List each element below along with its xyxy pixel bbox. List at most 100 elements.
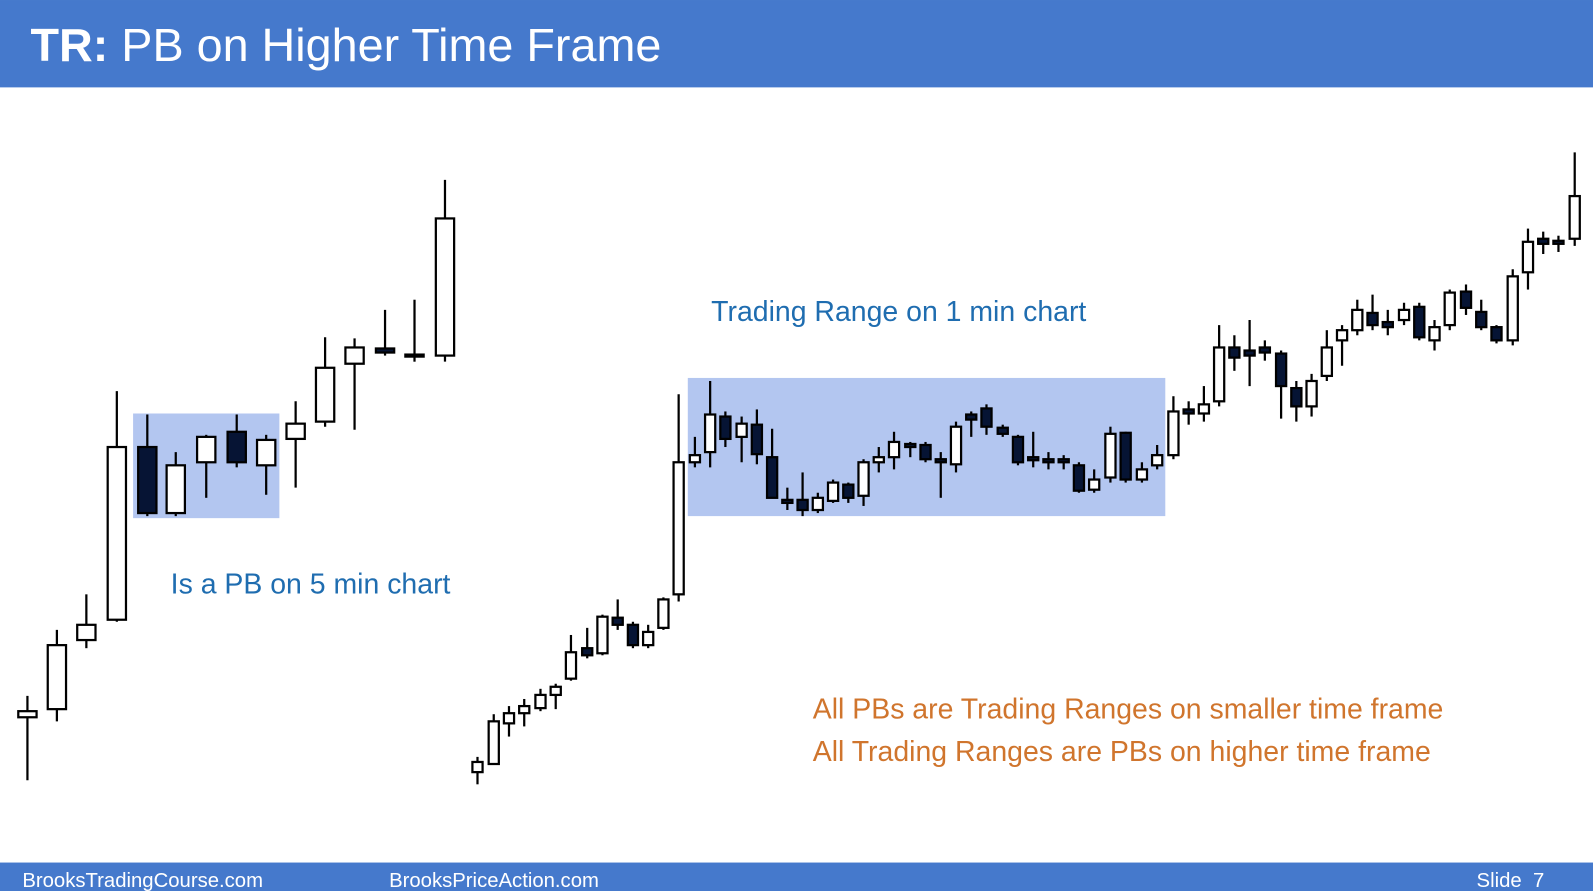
left-chart-label: Is a PB on 5 min chart (171, 568, 451, 600)
candle-body (226, 430, 247, 464)
candle-body (672, 461, 685, 596)
candle-body (750, 423, 764, 456)
candle-body (1335, 329, 1349, 342)
candle-body (1042, 458, 1055, 464)
header-bar (0, 0, 1593, 88)
candle-body (1167, 410, 1180, 457)
candle-body (255, 438, 277, 467)
candle-body (904, 442, 917, 449)
candle-body (842, 483, 855, 499)
candle-body (137, 445, 158, 515)
candle-body (1366, 311, 1379, 327)
title-text: PB on Higher Time Frame (121, 19, 661, 71)
candle-body (404, 353, 425, 358)
candle-body (1521, 240, 1535, 274)
candle-body (765, 456, 779, 499)
candle-body (949, 425, 963, 466)
candle-body (1351, 308, 1364, 332)
candle-body (934, 458, 947, 464)
candle-body (919, 443, 932, 461)
candle-body (1212, 346, 1226, 403)
right-chart-label: Trading Range on 1 min chart (711, 296, 1086, 328)
candle-body (581, 647, 594, 657)
candle-body (641, 630, 655, 647)
candle-body (688, 454, 702, 464)
candle-body (1443, 291, 1456, 327)
candle-body (344, 346, 365, 365)
candle-body (534, 693, 547, 710)
candle-body (1552, 239, 1565, 245)
candle-body (703, 413, 717, 454)
candle-body (1072, 464, 1086, 492)
candle-body (965, 413, 978, 421)
candle-body (857, 461, 870, 497)
candle-body (657, 598, 670, 629)
candle-body (1506, 275, 1519, 342)
candle-body (1568, 194, 1581, 240)
candle-body (626, 623, 640, 647)
candle-body (980, 407, 993, 428)
candle-body (1182, 408, 1195, 415)
candle-body (1057, 458, 1070, 464)
candle-body (1027, 456, 1040, 462)
slide-number: Slide 7 (1477, 870, 1545, 891)
footer-site: BrooksPriceAction.com (389, 870, 599, 891)
candle-body (1397, 308, 1411, 322)
candle-body (1104, 432, 1117, 479)
candle-body (564, 651, 578, 680)
candle-body (195, 435, 217, 464)
candle-body (487, 720, 500, 766)
candle-body (1119, 431, 1132, 481)
footer-bar (0, 862, 1593, 891)
candle-body (781, 498, 794, 505)
candle-body (314, 366, 336, 423)
candle-body (1150, 454, 1164, 467)
candle-body (1290, 386, 1303, 408)
candle-body (719, 415, 732, 441)
candle-body (1381, 320, 1394, 329)
candle-body (1459, 290, 1473, 309)
candle-body (811, 496, 825, 512)
candle-body (1428, 326, 1441, 342)
candle-body (1197, 403, 1211, 415)
candle-body (1087, 478, 1101, 491)
candle-body (1243, 349, 1256, 357)
candle-body (1274, 352, 1288, 388)
candle-body (735, 422, 748, 438)
candle-body (996, 426, 1009, 435)
candle-body (596, 615, 609, 655)
candle-body (549, 685, 562, 697)
candle-body (285, 422, 306, 441)
title-prefix: TR: (30, 19, 108, 71)
candle-body (1258, 346, 1272, 354)
candle-body (1135, 468, 1149, 481)
candle-body (611, 616, 624, 626)
candle-body (796, 498, 809, 512)
candles (17, 152, 1581, 785)
note: All Trading Ranges are PBs on higher tim… (813, 736, 1431, 768)
candle-body (1413, 305, 1426, 339)
candle-body (17, 710, 38, 719)
candle-body (1537, 237, 1550, 245)
candle-body (1320, 346, 1334, 378)
candle-body (518, 704, 531, 715)
candle-body (1490, 326, 1503, 342)
candle-body (76, 623, 97, 642)
candle-body (502, 712, 516, 725)
candle-body (165, 464, 187, 515)
candle-body (46, 644, 68, 711)
candle-body (1475, 310, 1488, 329)
candle-body (887, 440, 901, 459)
candle-body (872, 456, 885, 464)
footer-site: BrooksTradingCourse.com (22, 870, 263, 891)
note: All PBs are Trading Ranges on smaller ti… (813, 693, 1444, 725)
candle-body (1305, 379, 1318, 408)
candle-body (106, 445, 128, 621)
candle-body (471, 760, 484, 774)
candle-body (374, 347, 396, 354)
slide-title: TR: PB on Higher Time Frame (30, 19, 661, 71)
candle-body (1011, 435, 1025, 464)
candle-body (434, 217, 456, 357)
